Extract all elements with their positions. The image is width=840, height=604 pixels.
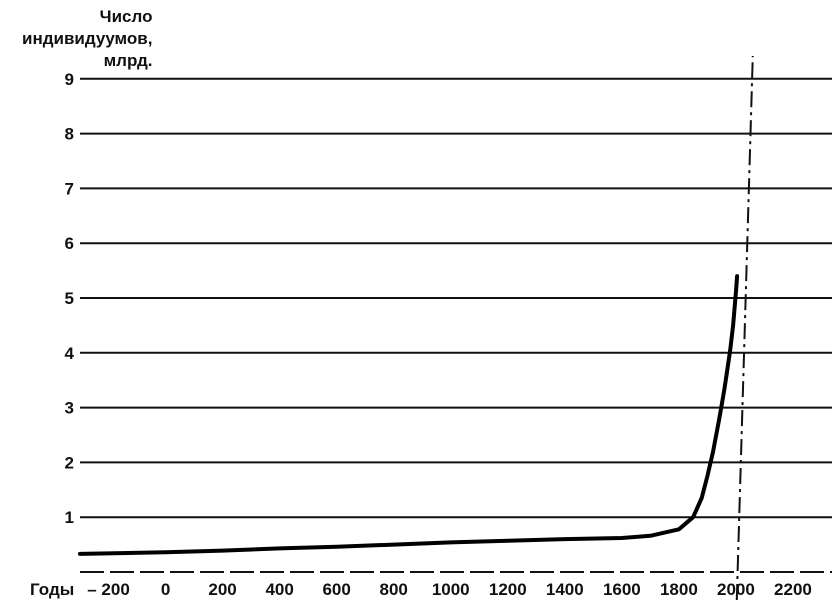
x-tick-label-1000: 1000 [432,580,470,599]
x-tick-label--200: – 200 [87,580,130,599]
x-tick-label-600: 600 [322,580,350,599]
series-line-0 [78,274,740,556]
grid-lines [80,77,832,519]
x-tick-label-1400: 1400 [546,580,584,599]
y-tick-label-4: 4 [65,344,75,363]
y-tick-label-3: 3 [65,399,74,418]
y-tick-label-7: 7 [65,179,74,198]
x-tick-label-200: 200 [208,580,236,599]
asymptote-line [735,55,754,601]
x-tick-label-1200: 1200 [489,580,527,599]
x-tick-label-0: 0 [161,580,170,599]
x-tick-label-1800: 1800 [660,580,698,599]
x-tick-label-400: 400 [265,580,293,599]
x-tick-label-800: 800 [380,580,408,599]
y-tick-label-9: 9 [65,70,74,89]
x-tick-label-2200: 2200 [774,580,812,599]
y-tick-label-8: 8 [65,125,74,144]
x-tick-labels: Годы – 200 0 200 400 600 800 1000 1200 1400 1600 18… [30,580,812,599]
x-axis-label: Годы [30,580,74,599]
y-tick-label-1: 1 [65,508,74,527]
y-tick-label-2: 2 [65,453,74,472]
y-tick-labels: 1 2 3 4 5 6 7 8 9 [65,70,75,527]
x-tick-label-2000: 2000 [717,580,755,599]
y-tick-label-6: 6 [65,234,74,253]
x-tick-label-1600: 1600 [603,580,641,599]
y-axis-label: Число индивидуумов, млрд. [22,7,153,70]
asymptote [735,55,754,601]
series-lines [78,274,740,556]
y-tick-label-5: 5 [65,289,74,308]
